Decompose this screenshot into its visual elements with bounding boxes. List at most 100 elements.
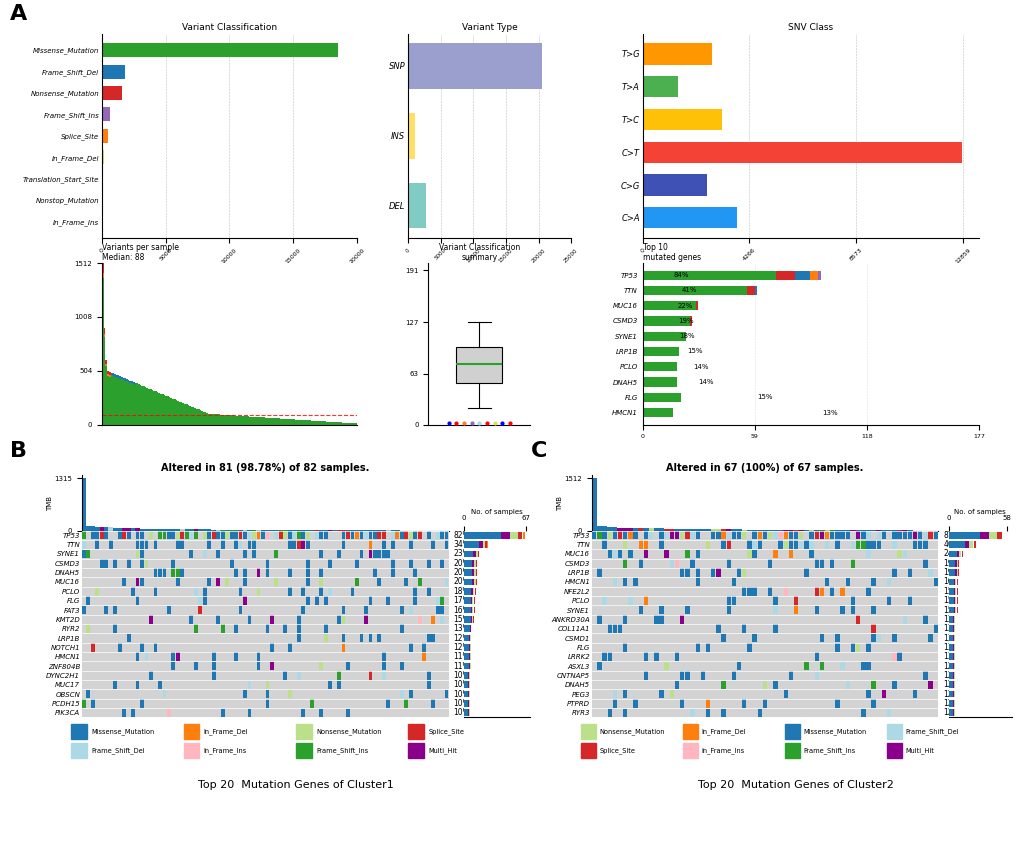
Bar: [306, 578, 310, 586]
Bar: [767, 588, 771, 595]
Bar: [633, 531, 637, 539]
Bar: [306, 559, 310, 567]
Bar: [612, 550, 616, 558]
Bar: [323, 625, 327, 633]
Bar: [276, 419, 278, 424]
Bar: [140, 531, 144, 539]
Bar: [695, 569, 699, 576]
Bar: [218, 414, 220, 424]
Bar: [125, 380, 127, 424]
Bar: [870, 700, 875, 707]
Bar: [628, 550, 632, 558]
Bar: [892, 541, 896, 548]
Bar: [602, 653, 606, 661]
Bar: [431, 616, 434, 623]
Bar: [221, 414, 223, 424]
Bar: [212, 653, 215, 661]
Bar: [754, 286, 756, 295]
Bar: [440, 616, 443, 623]
Bar: [301, 531, 305, 539]
Bar: [341, 634, 345, 642]
Bar: [137, 384, 138, 424]
Bar: [243, 690, 247, 698]
Bar: [198, 606, 202, 614]
Bar: [253, 417, 254, 424]
Bar: [140, 385, 142, 424]
Bar: [756, 530, 761, 531]
Bar: [203, 588, 207, 595]
Bar: [115, 374, 117, 377]
Bar: [720, 634, 726, 642]
Bar: [426, 681, 430, 689]
Bar: [865, 644, 870, 651]
Bar: [809, 550, 813, 558]
Bar: [337, 681, 340, 689]
Text: 16%: 16%: [943, 577, 959, 587]
Bar: [167, 606, 170, 614]
Bar: [835, 634, 839, 642]
Bar: [675, 681, 679, 689]
Bar: [203, 530, 207, 531]
Text: 15%: 15%: [943, 596, 959, 605]
Bar: [798, 541, 803, 548]
Bar: [628, 528, 633, 531]
Bar: [881, 690, 886, 698]
Bar: [136, 681, 140, 689]
Bar: [663, 550, 668, 558]
Bar: [166, 529, 171, 531]
Bar: [596, 569, 601, 576]
Bar: [720, 531, 726, 539]
Bar: [248, 531, 252, 539]
Bar: [399, 662, 404, 670]
Bar: [386, 550, 390, 558]
Bar: [715, 569, 719, 576]
Bar: [234, 531, 237, 539]
Title: Variant Classification
summary: Variant Classification summary: [438, 243, 520, 262]
Bar: [102, 263, 104, 273]
Bar: [328, 681, 332, 689]
Bar: [270, 662, 273, 670]
Bar: [870, 606, 875, 614]
Bar: [685, 606, 689, 614]
Bar: [234, 569, 237, 576]
Bar: [892, 653, 896, 661]
Bar: [783, 588, 787, 595]
Bar: [829, 531, 834, 539]
Bar: [690, 317, 691, 325]
Bar: [256, 417, 258, 424]
Bar: [865, 662, 870, 670]
Text: Frame_Shift_Ins: Frame_Shift_Ins: [316, 747, 368, 754]
Bar: [404, 578, 408, 586]
Text: 17%: 17%: [452, 596, 470, 605]
Bar: [658, 528, 663, 531]
Bar: [643, 597, 647, 604]
Bar: [163, 395, 165, 424]
Bar: [341, 531, 345, 539]
Bar: [464, 532, 500, 538]
Bar: [464, 570, 472, 576]
Bar: [643, 531, 647, 539]
Bar: [464, 635, 469, 641]
Bar: [296, 744, 311, 758]
Bar: [344, 423, 346, 424]
Bar: [731, 530, 736, 531]
Bar: [824, 578, 828, 586]
Bar: [71, 744, 87, 758]
Bar: [705, 644, 709, 651]
Text: 12%: 12%: [943, 699, 959, 708]
Bar: [648, 528, 653, 531]
Bar: [316, 421, 317, 424]
Bar: [180, 531, 184, 539]
Bar: [638, 606, 642, 614]
Bar: [291, 419, 293, 424]
Bar: [117, 375, 119, 424]
Bar: [283, 672, 287, 679]
Bar: [201, 411, 203, 424]
Bar: [767, 531, 771, 539]
Bar: [124, 379, 125, 424]
Bar: [788, 541, 793, 548]
Bar: [726, 541, 731, 548]
Title: Variant Type: Variant Type: [462, 23, 517, 31]
Bar: [700, 529, 705, 531]
Bar: [751, 530, 756, 531]
